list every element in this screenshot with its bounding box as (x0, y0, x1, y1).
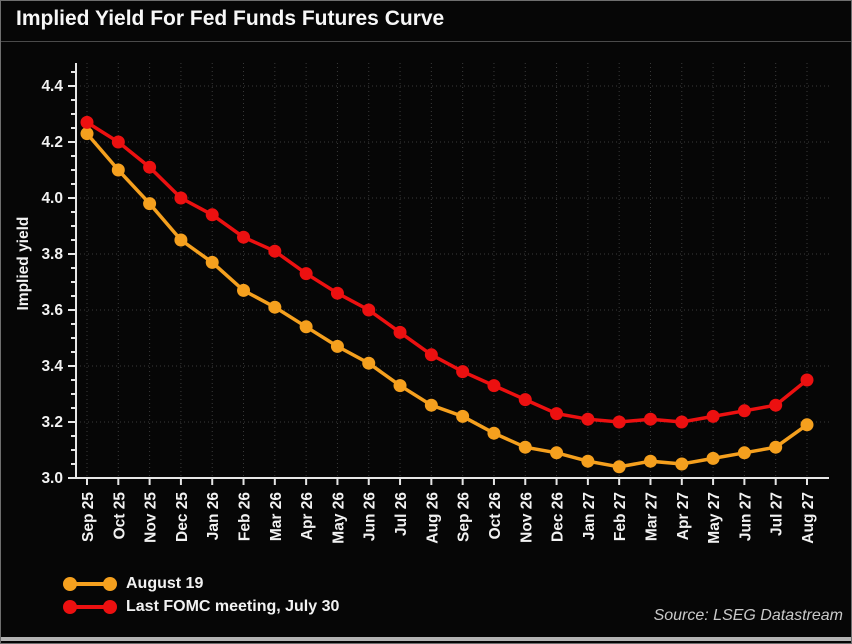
y-tick-label: 3.8 (41, 246, 63, 263)
y-tick-label: 3.0 (41, 470, 63, 487)
data-point (268, 300, 282, 314)
data-point (456, 409, 470, 423)
x-tick-label: Jul 26 (393, 492, 410, 536)
data-point (424, 348, 438, 362)
x-tick-label: Apr 26 (299, 492, 316, 541)
data-point (174, 233, 188, 247)
data-point (675, 415, 689, 429)
data-point (737, 446, 751, 460)
y-tick-label: 4.0 (41, 190, 63, 207)
data-point (581, 454, 595, 468)
data-point (612, 460, 626, 474)
data-point (111, 163, 125, 177)
y-tick-label: 3.4 (41, 358, 63, 375)
x-tick-label: May 27 (706, 492, 723, 544)
x-tick-label: Dec 26 (550, 492, 567, 542)
data-point (205, 208, 219, 222)
data-point (581, 412, 595, 426)
data-point (362, 303, 376, 317)
x-tick-label: Oct 25 (111, 492, 128, 540)
data-point (143, 160, 157, 174)
title-divider (1, 41, 851, 42)
data-point (643, 454, 657, 468)
x-tick-label: Jul 27 (769, 492, 786, 536)
x-tick-label: Aug 27 (800, 492, 817, 544)
data-point (800, 418, 814, 432)
x-tick-label: Oct 26 (487, 492, 504, 540)
data-point (268, 244, 282, 258)
data-point (737, 404, 751, 418)
legend: August 19 Last FOMC meeting, July 30 (61, 572, 339, 618)
data-point (299, 320, 313, 334)
data-point (706, 409, 720, 423)
data-point (330, 286, 344, 300)
data-point (769, 440, 783, 454)
legend-label: Last FOMC meeting, July 30 (126, 597, 340, 615)
data-point (550, 446, 564, 460)
data-point (80, 115, 94, 129)
x-tick-label: Mar 27 (643, 492, 660, 541)
x-tick-label: Jan 27 (581, 492, 598, 540)
x-tick-label: Aug 26 (424, 492, 441, 544)
x-tick-label: Sep 25 (80, 492, 97, 542)
x-tick-label: May 26 (330, 492, 347, 544)
data-point (80, 127, 94, 141)
legend-marker-orange-icon (63, 576, 117, 591)
data-point (362, 356, 376, 370)
data-point (237, 283, 251, 297)
data-point (518, 393, 532, 407)
y-axis-title: Implied yield (15, 217, 32, 311)
y-tick-label: 3.6 (41, 302, 63, 319)
data-point (612, 415, 626, 429)
y-tick-label: 4.4 (41, 78, 63, 95)
data-point (205, 255, 219, 269)
data-point (800, 373, 814, 387)
y-tick-label: 3.2 (41, 414, 63, 431)
x-tick-label: Dec 25 (174, 492, 191, 542)
data-point (487, 426, 501, 440)
data-point (174, 191, 188, 205)
x-tick-label: Sep 26 (456, 492, 473, 542)
bottom-edge-bar (1, 637, 851, 641)
x-tick-label: Nov 26 (518, 492, 535, 543)
x-tick-label: Jan 26 (205, 492, 222, 541)
data-point (237, 230, 251, 244)
legend-item-august-19: August 19 (61, 572, 339, 595)
x-tick-label: Jun 26 (362, 492, 379, 541)
data-point (393, 379, 407, 393)
data-point (424, 398, 438, 412)
x-tick-label: Feb 26 (237, 492, 254, 541)
data-point (518, 440, 532, 454)
data-point (299, 267, 313, 281)
x-tick-label: Nov 25 (143, 492, 160, 543)
legend-label: August 19 (126, 574, 204, 592)
series-line-last-fomc-meeting-july-30 (86, 120, 809, 424)
data-point (111, 135, 125, 149)
x-tick-label: Feb 27 (612, 492, 629, 541)
data-point (675, 457, 689, 471)
data-point (330, 339, 344, 353)
data-point (393, 325, 407, 339)
data-point (143, 197, 157, 211)
x-tick-label: Mar 26 (268, 492, 285, 541)
x-tick-label: Apr 27 (675, 492, 692, 540)
legend-marker-red-icon (63, 599, 117, 614)
data-point (643, 412, 657, 426)
chart-title: Implied Yield For Fed Funds Futures Curv… (16, 7, 445, 30)
data-point (456, 365, 470, 379)
data-point (706, 451, 720, 465)
series-line-august-19 (85, 132, 809, 469)
source-text: Source: LSEG Datastream (653, 607, 843, 624)
x-tick-label: Jun 27 (737, 492, 754, 541)
data-point (487, 379, 501, 393)
legend-item-last-fomc: Last FOMC meeting, July 30 (61, 595, 339, 618)
data-point (550, 407, 564, 421)
y-tick-label: 4.2 (41, 134, 63, 151)
data-point (769, 398, 783, 412)
